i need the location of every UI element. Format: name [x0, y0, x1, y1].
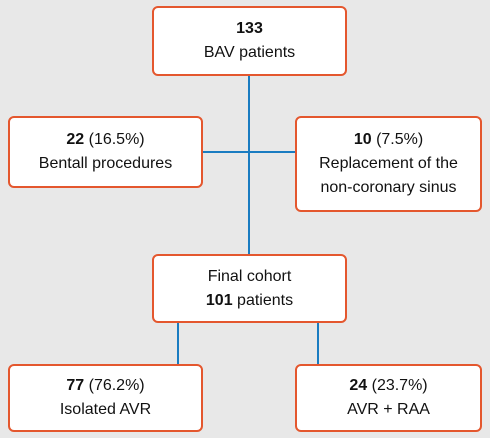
label: Replacement of the [319, 155, 458, 172]
label: non-coronary sinus [320, 179, 457, 196]
count: 22 [66, 131, 85, 148]
count: 10 [353, 131, 372, 148]
count: 24 [349, 377, 368, 394]
count: 133 [236, 20, 263, 37]
percent: (76.2%) [88, 377, 145, 394]
label: Isolated AVR [59, 401, 152, 418]
node-box: 77 (76.2%) Isolated AVR [8, 364, 203, 432]
percent: (23.7%) [371, 377, 428, 394]
node-box: 24 (23.7%) AVR + RAA [295, 364, 482, 432]
percent: (16.5%) [88, 131, 145, 148]
title: Final cohort [207, 267, 292, 285]
node-box: 22 (16.5%) Bentall procedures [8, 116, 203, 188]
label: AVR + RAA [347, 401, 430, 418]
label: Bentall procedures [38, 155, 173, 172]
count: 101 [205, 291, 233, 309]
label: BAV patients [203, 44, 296, 61]
node-box: Final cohort 101 patients [152, 254, 347, 323]
label: patients [237, 291, 294, 309]
percent: (7.5%) [376, 131, 424, 148]
count: 77 [66, 377, 85, 394]
node-box: 133 BAV patients [152, 6, 347, 76]
node-box: 10 (7.5%) Replacement of the non-coronar… [295, 116, 482, 212]
